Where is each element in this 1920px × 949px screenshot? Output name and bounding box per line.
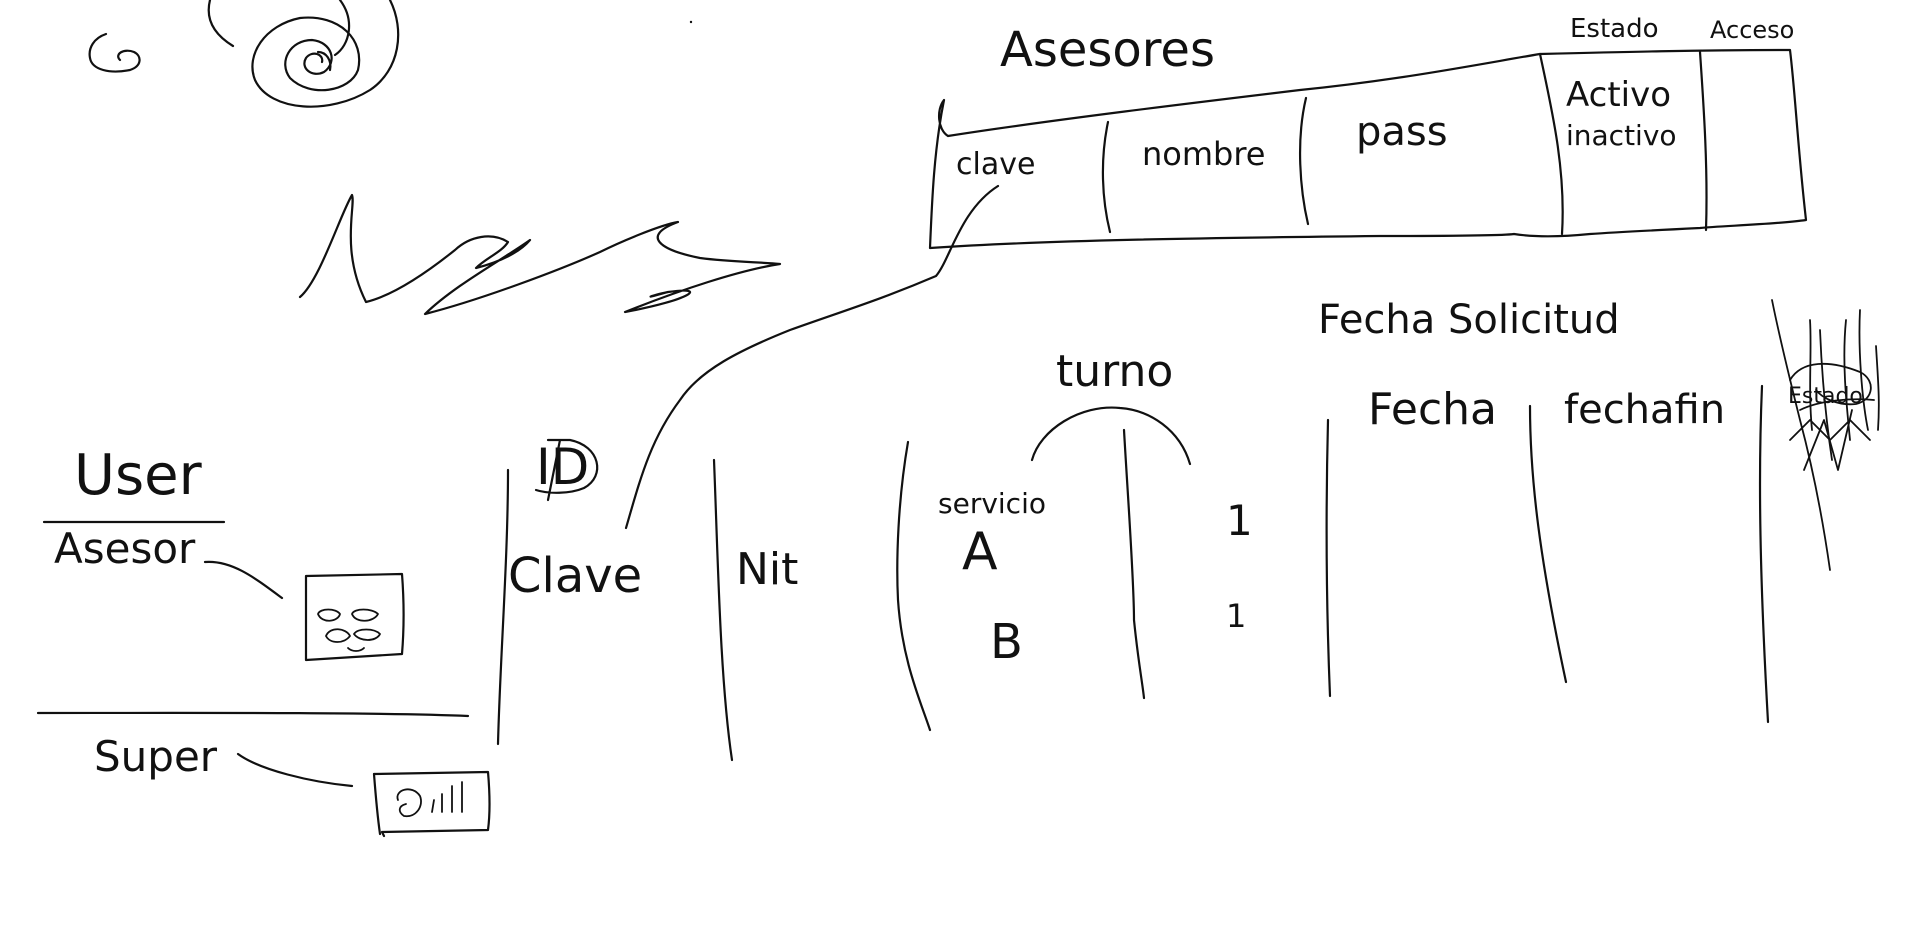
asesores-col-nombre: nombre <box>1142 135 1266 173</box>
solicitud-turno-label: turno <box>1056 346 1174 397</box>
estado-scribble-icon <box>1771 299 1880 571</box>
solicitud-clave-label: Clave <box>508 548 643 604</box>
solicitud-servicio-b: B <box>990 614 1023 670</box>
id-strike <box>534 438 599 502</box>
solicitud-fechafin-label: fechafin <box>1564 387 1726 433</box>
super-connector <box>236 752 354 788</box>
spiral-icon <box>207 0 400 108</box>
user-label: User <box>74 443 202 508</box>
card-icon <box>304 572 405 662</box>
asesores-title: Asesores <box>1000 22 1215 78</box>
solicitud-fecha-solicitud-label: Fecha Solicitud <box>1318 297 1620 343</box>
asesores-estado-header: Estado <box>1570 14 1659 44</box>
small-spiral-icon <box>88 32 141 73</box>
solicitud-servicio-a: A <box>962 522 998 582</box>
asesor-connector <box>203 560 284 600</box>
clave-connector <box>624 184 1000 530</box>
asesores-col-clave: clave <box>956 147 1036 182</box>
super-label: Super <box>94 732 218 781</box>
solicitud-servicio-label: servicio <box>938 487 1046 520</box>
solicitud-nit-label: Nit <box>736 544 799 595</box>
super-divider <box>36 711 470 718</box>
solicitud-fecha-label: Fecha <box>1368 384 1498 435</box>
asesores-estado-activo: Activo <box>1566 75 1672 115</box>
dot-mark <box>689 20 693 24</box>
dashboard-icon <box>372 770 491 838</box>
asesores-col-pass: pass <box>1356 109 1448 155</box>
solicitud-table-outline <box>496 384 1770 762</box>
asesores-table-outline <box>928 48 1808 250</box>
asesores-acceso-header: Acceso <box>1710 16 1795 44</box>
asesor-label: Asesor <box>54 524 196 573</box>
solicitud-estado-label: Estado <box>1788 384 1863 409</box>
solicitud-id-label: ID <box>536 438 590 496</box>
solicitud-turno-1b: 1 <box>1226 597 1247 635</box>
asesores-estado-inactivo: inactivo <box>1566 119 1677 152</box>
scribble-icon <box>298 193 782 316</box>
solicitud-turno-1a: 1 <box>1226 496 1253 545</box>
